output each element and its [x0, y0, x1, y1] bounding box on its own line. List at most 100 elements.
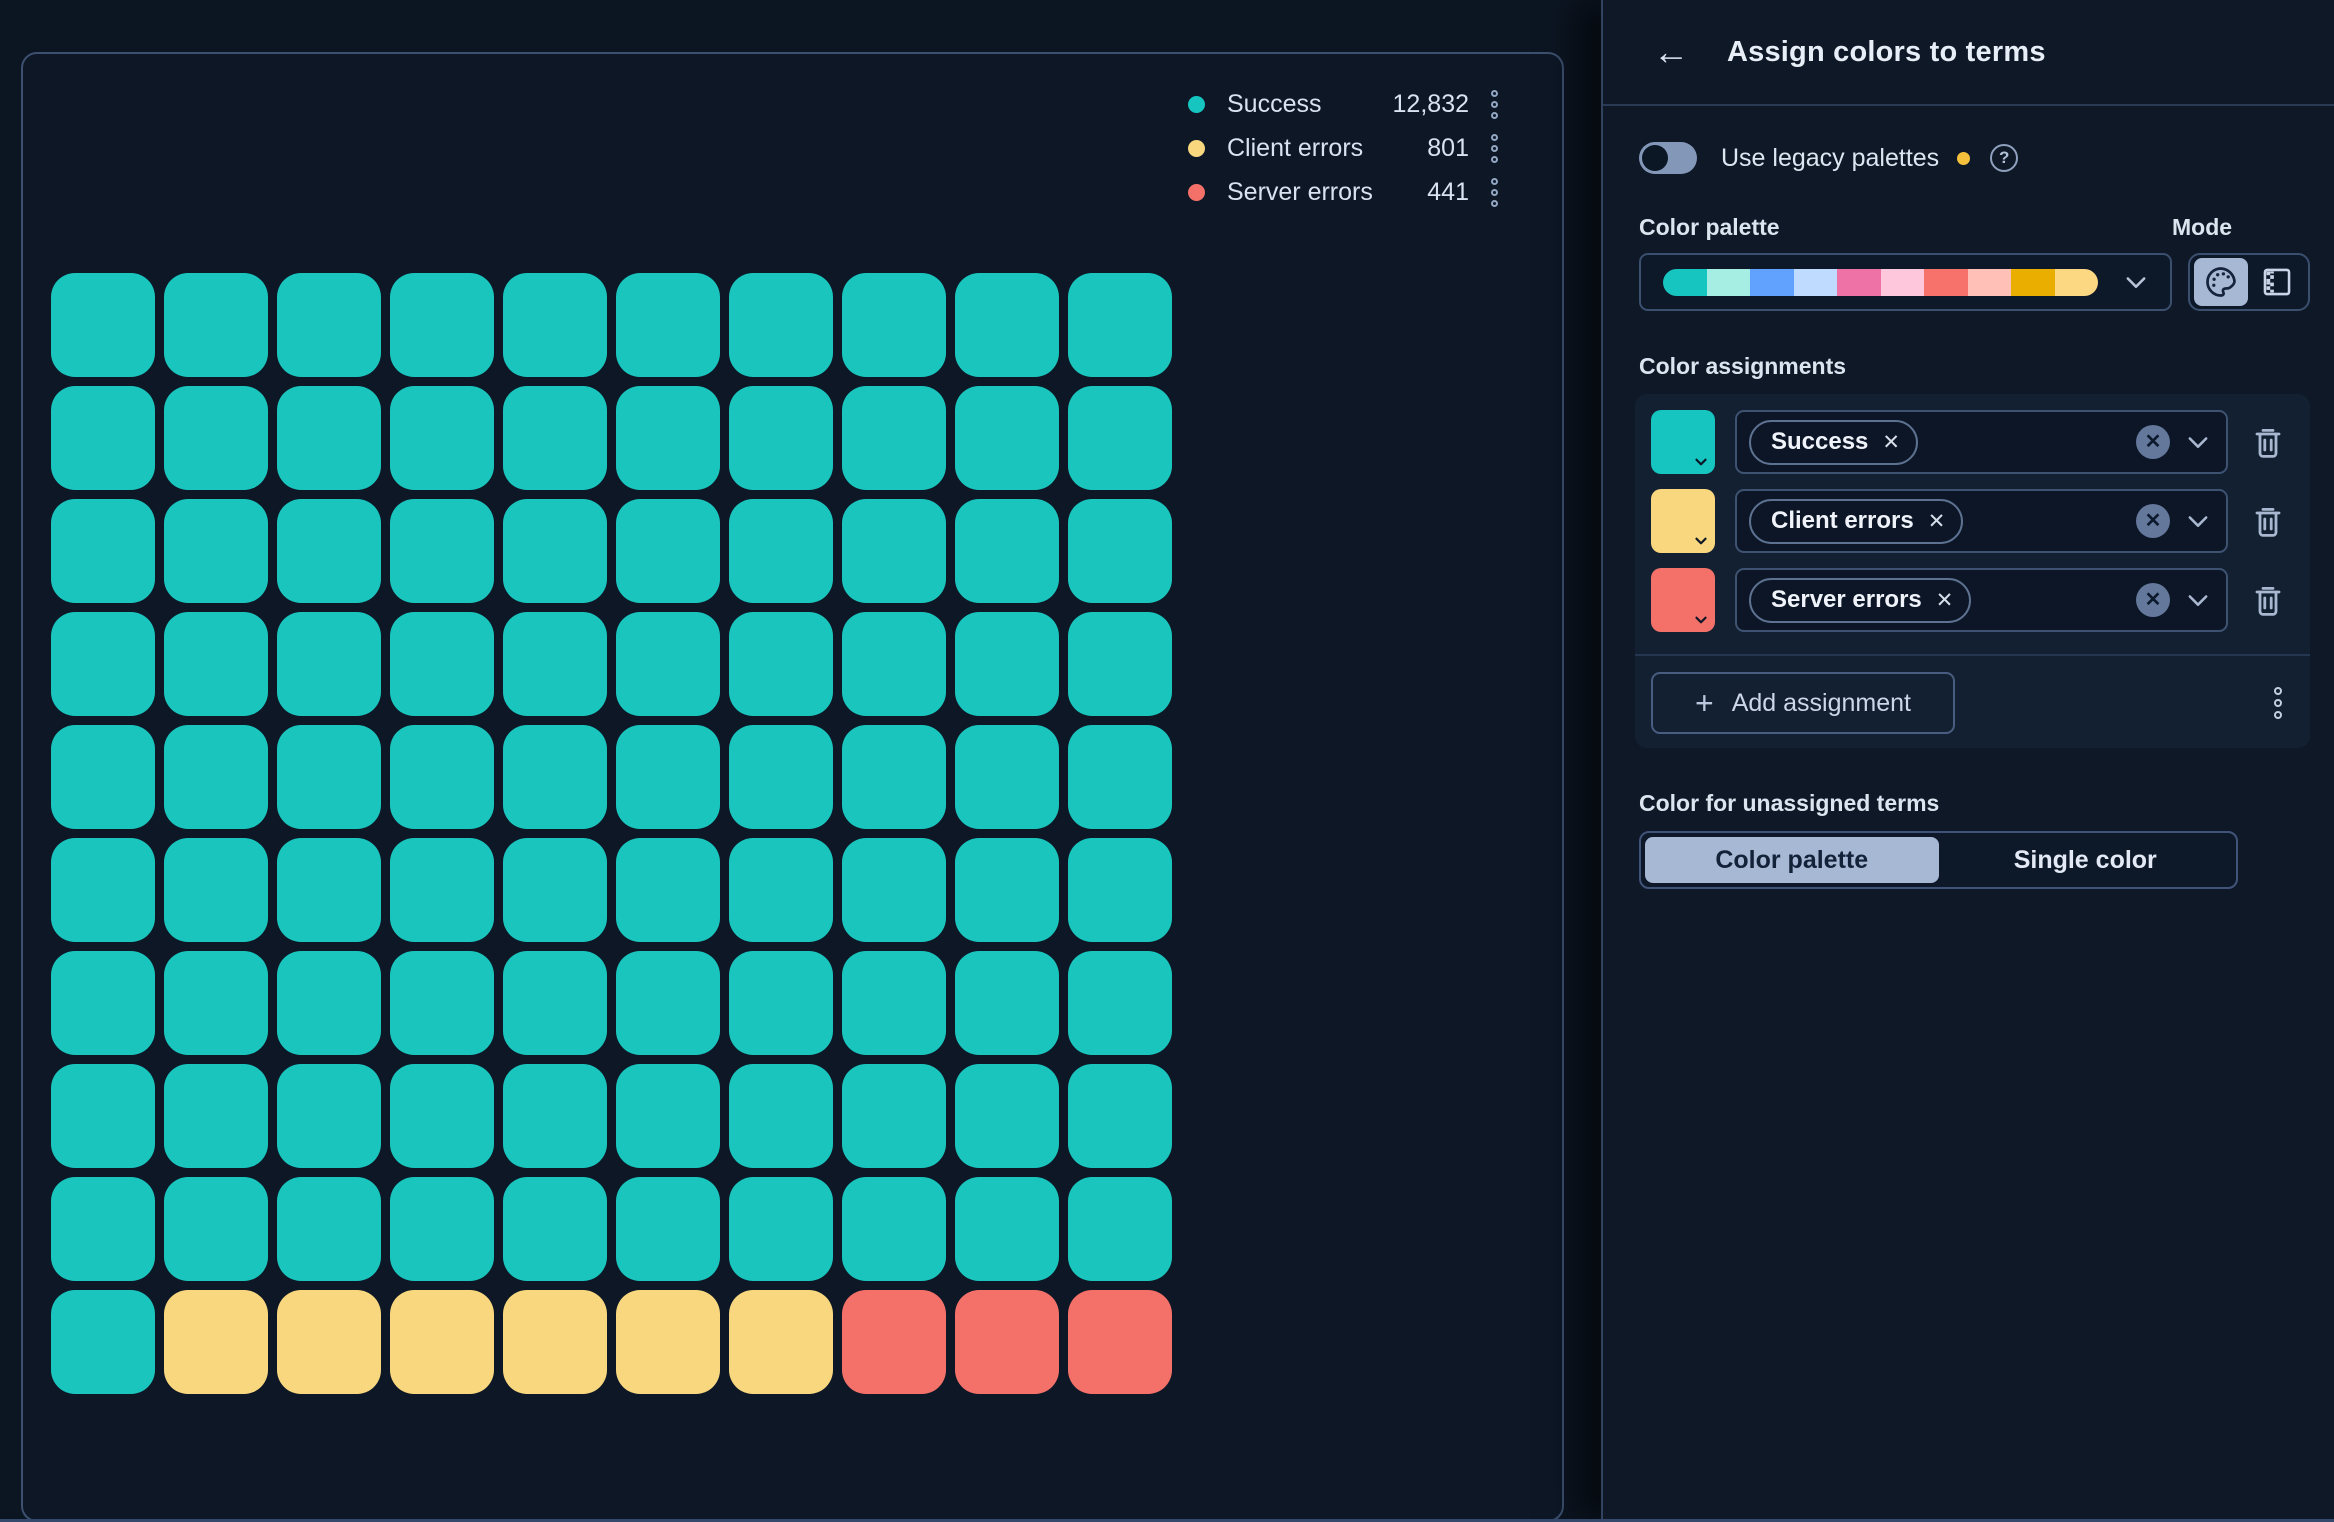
- add-assignment-button[interactable]: + Add assignment: [1651, 672, 1955, 734]
- waffle-cell[interactable]: [277, 273, 381, 377]
- waffle-cell[interactable]: [729, 725, 833, 829]
- waffle-cell[interactable]: [164, 838, 268, 942]
- waffle-cell[interactable]: [955, 1290, 1059, 1394]
- waffle-cell[interactable]: [1068, 1177, 1172, 1281]
- waffle-cell[interactable]: [277, 612, 381, 716]
- legacy-palettes-toggle[interactable]: [1639, 142, 1697, 174]
- waffle-cell[interactable]: [390, 273, 494, 377]
- waffle-cell[interactable]: [277, 951, 381, 1055]
- assignment-term-combobox[interactable]: Success ✕ ✕: [1735, 410, 2228, 474]
- legend-item[interactable]: Success 12,832: [1188, 90, 1500, 119]
- waffle-cell[interactable]: [51, 386, 155, 490]
- remove-term-icon[interactable]: ✕: [1935, 588, 1954, 612]
- clear-selection-button[interactable]: ✕: [2136, 425, 2170, 459]
- waffle-cell[interactable]: [616, 1290, 720, 1394]
- waffle-cell[interactable]: [616, 612, 720, 716]
- remove-term-icon[interactable]: ✕: [1927, 509, 1946, 533]
- waffle-cell[interactable]: [842, 725, 946, 829]
- waffle-cell[interactable]: [729, 273, 833, 377]
- delete-assignment-button[interactable]: [2252, 503, 2284, 539]
- clear-selection-button[interactable]: ✕: [2136, 583, 2170, 617]
- waffle-cell[interactable]: [616, 1177, 720, 1281]
- remove-term-icon[interactable]: ✕: [1882, 430, 1901, 454]
- waffle-cell[interactable]: [503, 951, 607, 1055]
- waffle-cell[interactable]: [164, 386, 268, 490]
- waffle-cell[interactable]: [955, 725, 1059, 829]
- waffle-cell[interactable]: [616, 1064, 720, 1168]
- waffle-cell[interactable]: [729, 499, 833, 603]
- waffle-cell[interactable]: [955, 838, 1059, 942]
- waffle-cell[interactable]: [390, 838, 494, 942]
- waffle-cell[interactable]: [616, 838, 720, 942]
- waffle-cell[interactable]: [390, 612, 494, 716]
- waffle-cell[interactable]: [51, 1290, 155, 1394]
- assignment-term-combobox[interactable]: Server errors ✕ ✕: [1735, 568, 2228, 632]
- waffle-cell[interactable]: [729, 1177, 833, 1281]
- waffle-cell[interactable]: [616, 386, 720, 490]
- waffle-cell[interactable]: [51, 838, 155, 942]
- waffle-cell[interactable]: [729, 1064, 833, 1168]
- waffle-cell[interactable]: [51, 499, 155, 603]
- term-pill[interactable]: Client errors ✕: [1749, 498, 1964, 544]
- waffle-cell[interactable]: [1068, 273, 1172, 377]
- waffle-cell[interactable]: [277, 725, 381, 829]
- legend-actions-menu-icon[interactable]: [1489, 132, 1500, 165]
- waffle-cell[interactable]: [51, 951, 155, 1055]
- waffle-cell[interactable]: [1068, 725, 1172, 829]
- waffle-cell[interactable]: [277, 386, 381, 490]
- waffle-cell[interactable]: [164, 725, 268, 829]
- waffle-cell[interactable]: [955, 499, 1059, 603]
- legend-item[interactable]: Client errors 801: [1188, 134, 1500, 163]
- waffle-cell[interactable]: [51, 273, 155, 377]
- waffle-cell[interactable]: [729, 951, 833, 1055]
- waffle-cell[interactable]: [277, 1177, 381, 1281]
- waffle-cell[interactable]: [842, 1177, 946, 1281]
- waffle-cell[interactable]: [164, 612, 268, 716]
- waffle-cell[interactable]: [729, 386, 833, 490]
- mode-gradient-button[interactable]: [2250, 258, 2304, 306]
- waffle-cell[interactable]: [842, 386, 946, 490]
- waffle-cell[interactable]: [277, 1290, 381, 1394]
- waffle-cell[interactable]: [164, 273, 268, 377]
- waffle-cell[interactable]: [842, 1290, 946, 1394]
- waffle-cell[interactable]: [164, 951, 268, 1055]
- waffle-cell[interactable]: [503, 1064, 607, 1168]
- waffle-cell[interactable]: [616, 725, 720, 829]
- waffle-cell[interactable]: [616, 951, 720, 1055]
- waffle-cell[interactable]: [390, 951, 494, 1055]
- term-pill[interactable]: Server errors ✕: [1749, 577, 1972, 623]
- waffle-cell[interactable]: [503, 499, 607, 603]
- mode-palette-button[interactable]: [2194, 258, 2248, 306]
- delete-assignment-button[interactable]: [2252, 582, 2284, 618]
- waffle-cell[interactable]: [164, 1177, 268, 1281]
- waffle-cell[interactable]: [390, 1177, 494, 1281]
- legend-actions-menu-icon[interactable]: [1489, 88, 1500, 121]
- waffle-cell[interactable]: [729, 838, 833, 942]
- waffle-cell[interactable]: [729, 1290, 833, 1394]
- waffle-cell[interactable]: [164, 1290, 268, 1394]
- waffle-cell[interactable]: [842, 951, 946, 1055]
- waffle-cell[interactable]: [955, 951, 1059, 1055]
- waffle-cell[interactable]: [1068, 1064, 1172, 1168]
- back-arrow-icon[interactable]: ←: [1649, 30, 1693, 74]
- waffle-cell[interactable]: [51, 1064, 155, 1168]
- waffle-cell[interactable]: [955, 1177, 1059, 1281]
- waffle-cell[interactable]: [1068, 386, 1172, 490]
- help-icon[interactable]: ?: [1990, 144, 2019, 172]
- assignments-menu-icon[interactable]: [2272, 685, 2284, 721]
- waffle-cell[interactable]: [164, 499, 268, 603]
- waffle-cell[interactable]: [842, 612, 946, 716]
- waffle-cell[interactable]: [51, 612, 155, 716]
- assignment-color-swatch[interactable]: [1651, 410, 1715, 474]
- assignment-color-swatch[interactable]: [1651, 489, 1715, 553]
- waffle-cell[interactable]: [390, 1064, 494, 1168]
- clear-selection-button[interactable]: ✕: [2136, 504, 2170, 538]
- waffle-cell[interactable]: [955, 273, 1059, 377]
- waffle-cell[interactable]: [616, 273, 720, 377]
- waffle-cell[interactable]: [1068, 612, 1172, 716]
- waffle-cell[interactable]: [842, 1064, 946, 1168]
- waffle-cell[interactable]: [390, 499, 494, 603]
- waffle-cell[interactable]: [842, 499, 946, 603]
- waffle-cell[interactable]: [390, 1290, 494, 1394]
- waffle-cell[interactable]: [842, 273, 946, 377]
